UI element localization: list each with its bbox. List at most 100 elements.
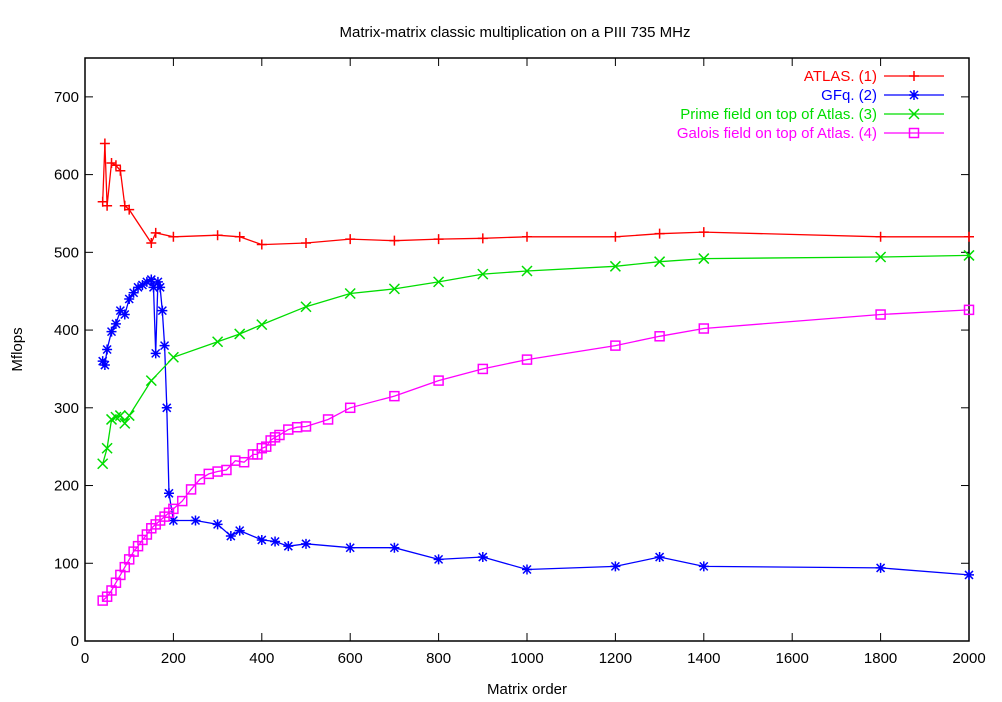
data-point (115, 165, 126, 176)
data-point (99, 138, 110, 149)
x-tick-label: 1200 (599, 650, 632, 667)
data-point (141, 276, 152, 287)
data-point (521, 265, 533, 277)
data-point (433, 276, 445, 288)
data-point (194, 474, 206, 485)
data-point (234, 328, 246, 340)
y-tick-label: 0 (71, 633, 79, 650)
data-point (168, 515, 179, 526)
data-point (654, 256, 666, 268)
legend-label: Galois field on top of Atlas. (4) (677, 125, 877, 142)
data-point (875, 562, 886, 573)
data-point (477, 268, 489, 280)
data-point (256, 239, 267, 250)
data-point (300, 421, 312, 432)
legend-entry: GFq. (2) (821, 87, 944, 104)
x-tick-label: 200 (161, 650, 186, 667)
data-point (389, 542, 400, 553)
y-tick-label: 700 (54, 89, 79, 106)
data-point (234, 231, 245, 242)
data-point (301, 538, 311, 549)
data-point (146, 274, 157, 285)
legend-label: Prime field on top of Atlas. (3) (680, 106, 877, 123)
data-point (300, 301, 312, 313)
data-point (225, 531, 236, 542)
data-point (133, 282, 144, 293)
x-tick-label: 400 (249, 650, 274, 667)
data-point (150, 348, 161, 359)
data-point (433, 375, 444, 386)
data-point (146, 238, 157, 249)
data-point (212, 336, 224, 348)
data-point (212, 519, 223, 530)
legend: ATLAS. (1) GFq. (2) Prime field on top of … (677, 68, 944, 142)
x-tick-label: 1000 (510, 650, 543, 667)
data-point (274, 429, 285, 441)
legend-entry: Prime field on top of Atlas. (3) (680, 106, 944, 123)
data-point (388, 283, 400, 295)
data-point (168, 503, 179, 515)
x-tick-label: 600 (338, 650, 363, 667)
series-star (97, 274, 974, 580)
data-point (698, 253, 710, 265)
data-point (212, 230, 223, 241)
data-point (477, 552, 488, 563)
data-point (964, 569, 974, 580)
plot-frame (84, 57, 970, 642)
data-point (698, 323, 710, 334)
data-point (152, 276, 163, 287)
axis-ticks: 0 100 200 300 400 500 600 700 0 200 400 600 800 1000 1… (54, 58, 986, 667)
series-line (102, 143, 969, 246)
data-point (102, 200, 113, 211)
data-point (521, 354, 533, 365)
data-point (654, 331, 665, 342)
data-point (124, 204, 135, 215)
y-axis-label: Mflops (9, 327, 26, 371)
data-point (128, 287, 139, 298)
legend-entry: Galois field on top of Atlas. (4) (677, 125, 944, 142)
series-cross (97, 249, 975, 470)
series-line (102, 309, 970, 602)
x-tick-label: 800 (426, 650, 451, 667)
x-axis-label: Matrix order (487, 681, 567, 698)
data-point (115, 305, 126, 316)
x-tick-label: 0 (81, 650, 89, 667)
data-point (964, 231, 974, 242)
data-point (176, 495, 188, 507)
data-point (283, 541, 294, 552)
data-point (102, 344, 113, 355)
data-point (168, 231, 179, 242)
legend-entry: ATLAS. (1) (804, 68, 944, 85)
data-point (698, 227, 709, 238)
data-point (137, 279, 148, 290)
data-point (345, 542, 356, 553)
data-point (875, 251, 887, 263)
data-point (190, 515, 201, 526)
y-tick-label: 500 (54, 244, 79, 261)
data-point (234, 525, 245, 536)
data-point (256, 319, 268, 331)
series-plus (97, 138, 974, 250)
data-point (167, 351, 179, 363)
data-point (150, 227, 161, 238)
data-point (963, 249, 975, 261)
data-point (270, 536, 281, 547)
data-point (477, 233, 488, 244)
data-point (875, 309, 886, 320)
data-point (163, 488, 174, 499)
data-point (909, 71, 919, 81)
data-point (654, 552, 665, 563)
y-tick-label: 200 (54, 478, 79, 495)
data-point (344, 288, 356, 300)
data-point (155, 282, 166, 293)
data-point (344, 402, 356, 414)
legend-label: GFq. (2) (821, 87, 877, 104)
data-point (119, 417, 131, 429)
data-point (145, 375, 157, 387)
data-point (124, 293, 135, 304)
data-point (97, 458, 109, 470)
data-point (698, 561, 709, 572)
data-point (106, 157, 117, 168)
data-point (610, 340, 621, 351)
x-tick-label: 2000 (952, 650, 985, 667)
